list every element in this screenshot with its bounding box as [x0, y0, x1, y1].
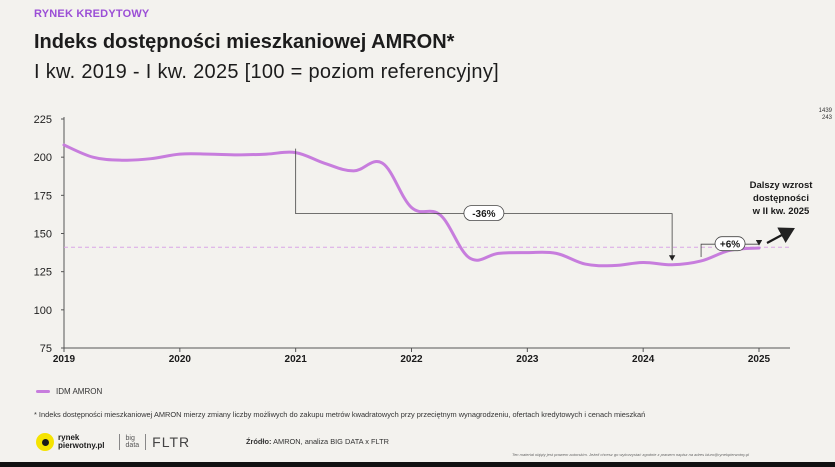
series-line-idm-amron: [62, 143, 761, 268]
logo-divider: [118, 434, 120, 450]
bd-logo-line1: big: [125, 435, 135, 442]
y-tick-label-150: 150: [34, 229, 52, 241]
annotation-label-36: -36%: [472, 209, 495, 220]
rynekpierwotny-logo: rynek pierwotny.pl: [58, 434, 105, 450]
y-tick-label-75: 75: [40, 343, 52, 355]
corner-number-1: 1439: [818, 108, 832, 114]
legend-swatch: [36, 390, 50, 393]
y-tick-label-125: 125: [34, 267, 52, 279]
x-tick-label-2021: 2021: [285, 354, 308, 365]
y-tick-label-100: 100: [34, 305, 52, 317]
annotation-bracket-36: [295, 148, 676, 261]
outlook-text-line-2: dostępności: [753, 193, 809, 204]
x-tick-label-2019: 2019: [53, 354, 76, 365]
annotation-pill-36: [463, 205, 505, 222]
x-tick-label-2022: 2022: [400, 354, 423, 365]
y-tick-label-200: 200: [34, 152, 52, 164]
logo-divider-2: [145, 434, 147, 450]
annotation-label-6: +6%: [720, 240, 740, 251]
y-tick-label-175: 175: [34, 190, 52, 202]
y-tick-label-225: 225: [34, 114, 52, 126]
outlook-arrow-icon: [766, 227, 795, 244]
chart-title: Indeks dostępności mieszkaniowej AMRON*: [34, 31, 455, 53]
outlook-text-line-1: Dalszy wzrost: [750, 180, 814, 191]
corner-numbers: 1439 243: [812, 108, 832, 122]
x-tick-label-2025: 2025: [748, 354, 771, 365]
rp-logo-line2: pierwotny.pl: [58, 441, 105, 450]
x-tick-label-2020: 2020: [169, 354, 192, 365]
line-chart: 75 100 125 150 175 200 225 2019 2020 2021 2022 2023…: [34, 114, 814, 365]
footnote: * Indeks dostępności mieszkaniowej AMRON…: [34, 410, 646, 419]
source-note: Źródło: AMRON, analiza BIG DATA x FLTR: [246, 437, 389, 446]
fltr-logo: FLTR: [152, 434, 191, 450]
rynekpierwotny-logo-icon: [36, 433, 54, 451]
logo-row: rynek pierwotny.pl big data FLTR: [36, 430, 190, 454]
x-tick-label-2024: 2024: [632, 354, 655, 365]
source-text: AMRON, analiza BIG DATA x FLTR: [273, 437, 389, 446]
bigdata-logo: big data: [126, 435, 140, 449]
x-tick-label-2023: 2023: [516, 354, 539, 365]
bottom-bar: [0, 462, 835, 467]
outlook-text-line-3: w II kw. 2025: [752, 206, 810, 217]
bd-logo-line2: data: [125, 442, 140, 449]
copyright-disclaimer: Ten materiał objęty jest prawem autorski…: [512, 452, 750, 457]
chart-subtitle: I kw. 2019 - I kw. 2025 [100 = poziom re…: [34, 61, 499, 83]
legend-label: IDM AMRON: [56, 387, 103, 396]
section-kicker: RYNEK KREDYTOWY: [34, 8, 150, 20]
corner-number-2: 243: [821, 115, 832, 121]
chart-legend: IDM AMRON: [36, 387, 102, 396]
source-label: Źródło:: [246, 437, 272, 446]
annotation-pill-6: [714, 236, 746, 252]
rp-logo-line1: rynek: [58, 433, 80, 442]
